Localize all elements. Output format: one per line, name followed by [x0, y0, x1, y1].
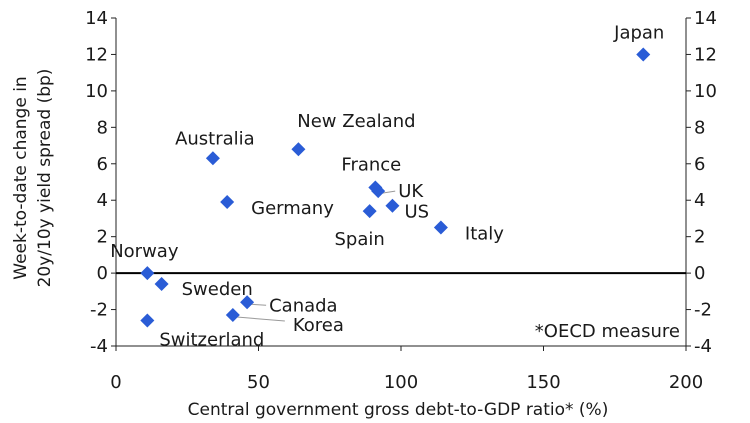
label-uk: UK	[398, 181, 424, 202]
point-us	[385, 198, 400, 213]
right-tick-label: 6	[694, 154, 705, 175]
right-tick-label: 14	[694, 8, 717, 29]
point-sweden	[154, 277, 169, 292]
leader-line	[236, 316, 285, 322]
point-italy	[433, 220, 448, 235]
leader-line	[382, 190, 396, 194]
label-france: France	[341, 154, 401, 175]
left-tick-label: -2	[90, 300, 108, 321]
right-tick-label: 4	[694, 190, 705, 211]
point-korea	[225, 308, 240, 323]
right-tick-label: -2	[694, 300, 712, 321]
left-y-ticks: -4 -2 0 2 4 6 8 10 12 14	[85, 8, 116, 357]
left-tick-label: 8	[97, 117, 108, 138]
label-germany: Germany	[251, 198, 334, 219]
x-tick-label: 50	[247, 372, 270, 393]
left-tick-label: 0	[97, 263, 108, 284]
label-us: US	[404, 202, 429, 223]
point-germany	[220, 195, 235, 210]
right-y-ticks: -4 -2 0 2 4 6 8 10 12 14	[686, 8, 717, 357]
data-points	[140, 47, 651, 328]
label-new-zealand: New Zealand	[297, 111, 415, 132]
point-switzerland	[140, 313, 155, 328]
label-sweden: Sweden	[182, 279, 253, 300]
leader-line	[251, 303, 267, 306]
x-tick-label: 100	[384, 372, 418, 393]
right-tick-label: 8	[694, 117, 705, 138]
point-canada	[240, 295, 255, 310]
x-axis-title: Central government gross debt-to-GDP rat…	[188, 400, 609, 420]
x-tick-label: 0	[110, 372, 121, 393]
x-tick-label: 200	[669, 372, 703, 393]
point-australia	[205, 151, 220, 166]
y-axis-title-line-2: 20y/10y yield spread (bp)	[35, 69, 55, 288]
label-canada: Canada	[269, 295, 338, 316]
right-tick-label: 12	[694, 44, 717, 65]
point-uk	[371, 184, 386, 199]
label-japan: Japan	[613, 22, 664, 43]
x-ticks: 0 50 100 150 200	[110, 346, 703, 393]
left-tick-label: 12	[85, 44, 108, 65]
left-tick-label: 2	[97, 227, 108, 248]
label-norway: Norway	[110, 241, 179, 262]
right-tick-label: 0	[694, 263, 705, 284]
point-japan	[636, 47, 651, 62]
left-tick-label: 4	[97, 190, 108, 211]
left-tick-label: 10	[85, 81, 108, 102]
oecd-footnote: *OECD measure	[535, 321, 680, 342]
x-tick-label: 150	[526, 372, 560, 393]
left-tick-label: -4	[90, 336, 108, 357]
y-axis-title-line-1: Week-to-date change in	[11, 76, 31, 279]
label-australia: Australia	[175, 128, 255, 149]
right-tick-label: 10	[694, 81, 717, 102]
point-spain	[362, 204, 377, 219]
point-norway	[140, 266, 155, 281]
right-tick-label: -4	[694, 336, 712, 357]
leader-lines	[236, 190, 396, 322]
label-korea: Korea	[293, 315, 344, 336]
label-spain: Spain	[335, 229, 385, 250]
point-labels: Japan New Zealand Australia France UK Germany…	[110, 22, 664, 350]
right-tick-label: 2	[694, 227, 705, 248]
label-switzerland: Switzerland	[159, 329, 264, 350]
label-italy: Italy	[465, 224, 504, 245]
left-tick-label: 6	[97, 154, 108, 175]
point-new-zealand	[291, 142, 306, 157]
left-tick-label: 14	[85, 8, 108, 29]
